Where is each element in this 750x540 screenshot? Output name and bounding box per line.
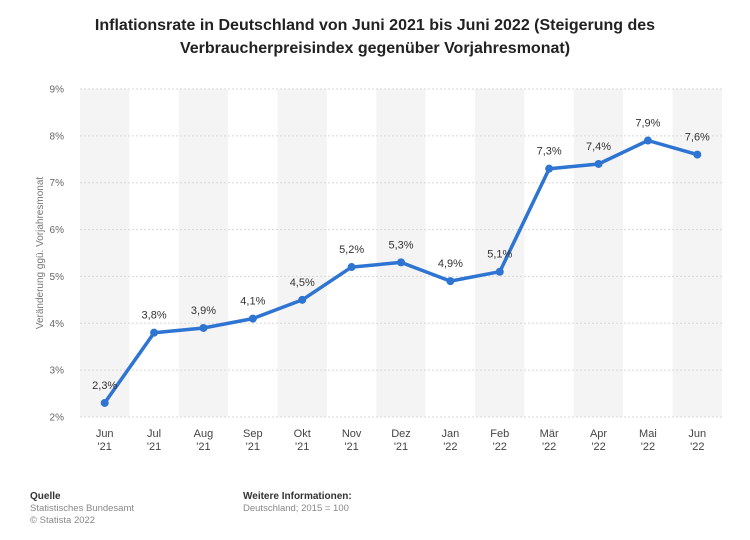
data-point (199, 323, 208, 332)
x-tick-label: Aug '21 (194, 428, 214, 453)
data-label: 4,5% (290, 277, 315, 289)
data-label: 5,3% (388, 239, 413, 251)
band-4 (277, 89, 327, 417)
data-point (594, 159, 603, 168)
data-point (495, 267, 504, 276)
band-12 (672, 89, 722, 417)
x-tick-label: Nov '21 (342, 428, 362, 453)
band-8 (475, 89, 525, 417)
x-tick-label: Okt '21 (294, 428, 311, 453)
band-5 (326, 89, 377, 417)
data-point (693, 150, 702, 159)
data-label: 3,9% (191, 305, 216, 317)
band-3 (228, 89, 278, 417)
gridlines (80, 88, 722, 418)
chart-title-line-2: Verbraucherpreisindex gegenüber Vorjahre… (179, 40, 571, 57)
x-tick-label: Feb '22 (490, 428, 509, 453)
chart-title: Inflationsrate in Deutschland von Juni 2… (0, 14, 750, 60)
data-point (643, 136, 652, 145)
band-7 (425, 89, 476, 417)
data-label: 4,1% (240, 296, 265, 308)
x-tick-label: Jan '22 (442, 428, 460, 453)
data-points (100, 136, 702, 407)
x-tick-label: Jun '22 (688, 428, 706, 453)
background-bands (80, 89, 722, 417)
data-label: 3,8% (142, 310, 167, 322)
x-tick-label: Jun '21 (96, 428, 114, 453)
x-tick-label: Jul '21 (147, 428, 161, 453)
info-line-1: Deutschland; 2015 = 100 (243, 503, 349, 514)
data-label: 7,6% (685, 132, 710, 144)
data-point (298, 295, 307, 304)
source-line-2: © Statista 2022 (30, 515, 96, 526)
data-label: 7,3% (537, 146, 562, 158)
y-axis-label: Veränderung ggü. Vorjahresmonat (35, 177, 46, 330)
y-tick-labels: 2% 3% 4% 5% 6% 7% 8% 9% (50, 85, 65, 424)
band-9 (524, 89, 574, 417)
y-tick-label: 9% (50, 85, 65, 96)
data-labels: 2,3% 3,8% 3,9% 4,1% 4,5% 5,2% 5,3% 4,9% 5,1% 7,3%… (92, 118, 710, 392)
source-block: Quelle Statistisches Bundesamt © Statist… (30, 491, 134, 527)
y-tick-label: 8% (50, 131, 65, 142)
data-point (100, 398, 109, 407)
x-tick-label: Mär '22 (540, 428, 559, 453)
source-heading: Quelle (30, 491, 61, 502)
data-label: 4,9% (438, 258, 463, 270)
x-tick-labels: Jun '21 Jul '21 Aug '21 Sep '21 Okt '21 Nov '21 Dez '… (96, 428, 706, 453)
data-point (545, 164, 554, 173)
band-2 (178, 89, 229, 417)
y-tick-label: 6% (50, 225, 65, 236)
data-label: 5,1% (487, 249, 512, 261)
data-label: 5,2% (339, 244, 364, 256)
info-block: Weitere Informationen: Deutschland; 2015… (243, 491, 352, 515)
data-point (150, 328, 159, 337)
y-tick-label: 5% (50, 272, 65, 283)
y-tick-label: 3% (50, 366, 65, 377)
data-label: 7,4% (586, 141, 611, 153)
band-6 (376, 89, 426, 417)
line-chart: 2% 3% 4% 5% 6% 7% 8% 9% Jun '21 Jul '21 Aug '21 Sep '2… (35, 85, 722, 453)
band-1 (129, 89, 179, 417)
chart-title-line-1: Inflationsrate in Deutschland von Juni 2… (94, 17, 656, 34)
x-tick-label: Mai '22 (639, 428, 657, 453)
x-tick-label: Dez '21 (391, 428, 411, 453)
band-0 (80, 89, 130, 417)
data-point (347, 263, 356, 272)
y-tick-label: 7% (50, 178, 65, 189)
data-label: 2,3% (92, 380, 117, 392)
y-tick-label: 4% (50, 319, 65, 330)
x-tick-label: Sep '21 (243, 428, 263, 453)
data-label: 7,9% (635, 118, 660, 130)
y-tick-label: 2% (50, 413, 65, 424)
data-point (397, 258, 405, 267)
source-line-1: Statistisches Bundesamt (30, 503, 135, 514)
x-tick-label: Apr '22 (590, 428, 607, 453)
band-10 (573, 89, 624, 417)
data-point (248, 314, 257, 323)
info-heading: Weitere Informationen: (243, 491, 352, 502)
data-point (446, 277, 455, 286)
